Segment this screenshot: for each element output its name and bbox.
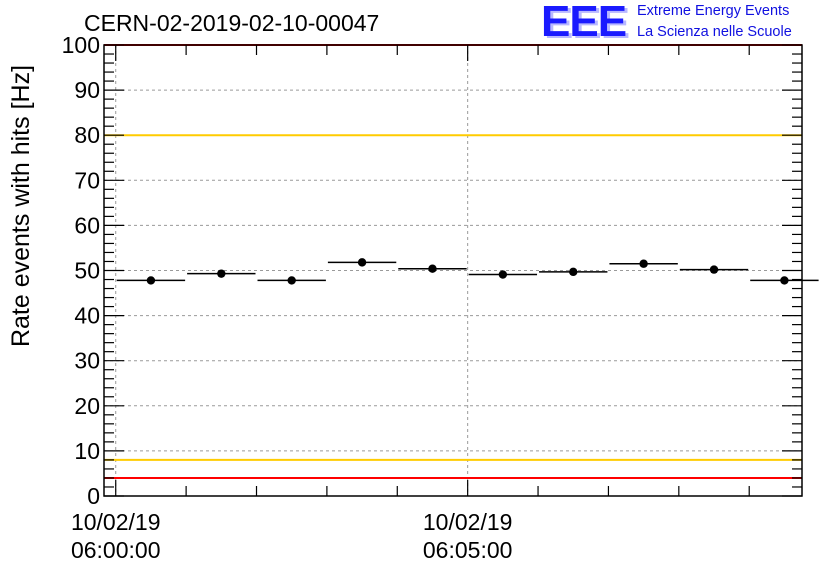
logo-line-2: La Scienza nelle Scuole <box>637 24 792 40</box>
y-tick-label: 10 <box>74 438 100 464</box>
y-tick-label: 0 <box>87 483 100 509</box>
y-tick-label: 90 <box>74 77 100 103</box>
x-tick-label-date: 10/02/19 <box>71 509 161 535</box>
y-tick-label: 20 <box>74 393 100 419</box>
y-tick-label: 80 <box>74 122 100 148</box>
y-tick-label: 100 <box>62 32 100 58</box>
axis-ticks <box>104 44 802 497</box>
y-tick-label: 30 <box>74 348 100 374</box>
data-point <box>287 276 296 285</box>
eee-logo-mark: EEE <box>541 0 627 46</box>
data-point <box>639 259 648 268</box>
x-tick-label-time: 06:05:00 <box>423 537 513 563</box>
data-points <box>116 258 819 285</box>
y-tick-label: 40 <box>74 303 100 329</box>
grid-lines <box>104 45 802 496</box>
data-point <box>357 258 367 267</box>
data-point <box>146 276 156 285</box>
x-tick-label-time: 06:00:00 <box>71 537 161 563</box>
y-tick-label: 70 <box>74 167 100 193</box>
reference-lines <box>104 44 802 479</box>
y-axis-label: Rate events with hits [Hz] <box>7 65 35 347</box>
data-point <box>428 264 437 273</box>
y-tick-labels: 0 10 20 30 40 50 60 70 80 90 100 <box>62 32 100 509</box>
logo-line-1: Extreme Energy Events <box>637 3 790 19</box>
data-point <box>498 270 508 279</box>
y-tick-label: 50 <box>74 258 100 284</box>
data-point <box>780 276 789 285</box>
x-tick-label-date: 10/02/19 <box>423 509 513 535</box>
chart-title: CERN-02-2019-02-10-00047 <box>84 10 380 36</box>
y-tick-label: 60 <box>74 212 100 238</box>
data-point <box>569 267 578 277</box>
data-point <box>709 265 719 274</box>
eee-logo: EEE Extreme Energy Events La Scienza nel… <box>541 0 836 48</box>
data-point <box>217 269 226 278</box>
